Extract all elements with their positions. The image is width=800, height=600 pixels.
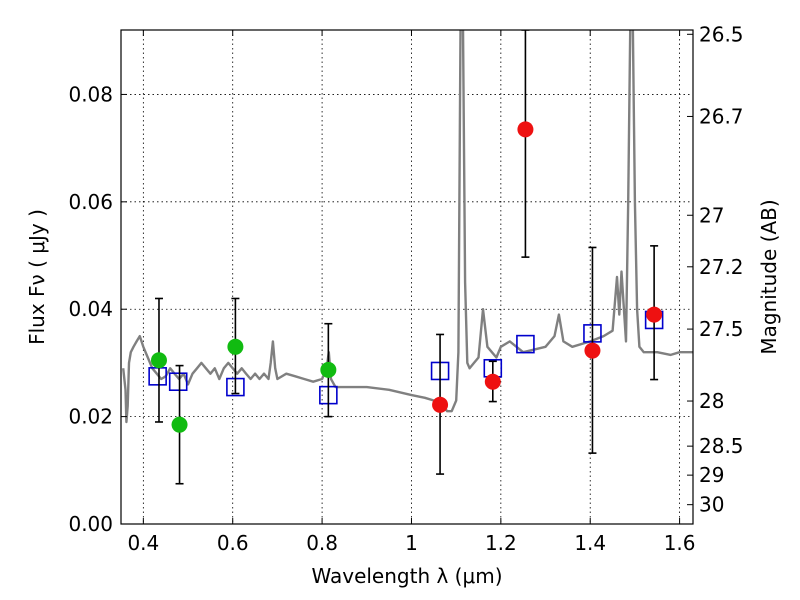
detection-point (171, 416, 188, 433)
magnitude-tick-label: 28 (699, 389, 724, 413)
magnitude-tick-label: 28.5 (699, 434, 744, 458)
y-tick-label: 0.08 (68, 82, 113, 106)
magnitude-tick-label: 27.2 (699, 255, 744, 279)
plot-frame (120, 29, 694, 525)
y2-axis-title: Magnitude (AB) (757, 199, 781, 354)
x-tick-label: 1.6 (664, 531, 696, 555)
model-band-square (168, 372, 188, 392)
magnitude-tick-label: 27 (699, 203, 724, 227)
detection-point (646, 306, 663, 323)
magnitude-tick-label: 26.5 (699, 22, 744, 46)
magnitude-tick-label: 29 (699, 463, 724, 487)
x-tick-label: 1 (405, 531, 418, 555)
x-tick-label: 1.4 (574, 531, 606, 555)
plot-content (122, 30, 693, 485)
tick-labels: 0.4 0.6 0.8 1 1.2 1.4 1.6 0.00 0.02 0.04 0.06 0.08 2… (68, 22, 743, 555)
detection-point (517, 121, 534, 138)
x-tick-label: 0.8 (306, 531, 338, 555)
detection-point (484, 373, 501, 390)
x-tick-label: 0.6 (217, 531, 249, 555)
plot-background (121, 30, 693, 524)
y-tick-label: 0.02 (68, 405, 113, 429)
y-tick-label: 0.04 (68, 297, 113, 321)
spectrum-layer (122, 30, 693, 424)
y-axis-title: Flux Fν ( μJy ) (25, 209, 49, 345)
detection-point (320, 361, 337, 378)
x-tick-label: 1.2 (485, 531, 517, 555)
magnitude-tick-label: 26.7 (699, 104, 744, 128)
x-tick-label: 0.4 (127, 531, 159, 555)
model-band-square (516, 334, 535, 354)
spectrum-line (122, 30, 693, 424)
detection-point (227, 338, 244, 355)
y-tick-label: 0.00 (68, 512, 113, 536)
detection-layer (150, 121, 663, 433)
magnitude-tick-label: 27.5 (699, 317, 744, 341)
detection-point (150, 352, 167, 369)
y-tick-label: 0.06 (68, 190, 113, 214)
tick-marks (121, 30, 693, 525)
detection-point (584, 342, 601, 359)
x-axis-title: Wavelength λ (μm) (311, 564, 502, 588)
detection-point (432, 396, 449, 413)
magnitude-tick-label: 30 (699, 493, 724, 517)
